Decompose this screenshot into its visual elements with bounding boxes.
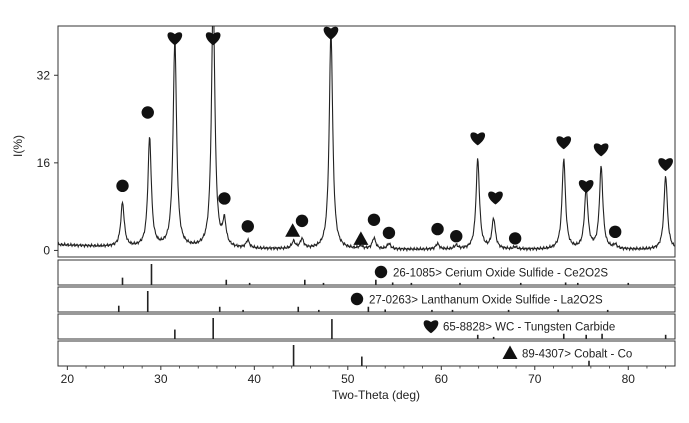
phase-marker-circle [383, 227, 395, 239]
x-tick-label: 30 [154, 372, 168, 386]
phase-marker-circle [509, 232, 521, 244]
x-tick-label: 70 [528, 372, 542, 386]
reference-label: 27-0263> Lanthanum Oxide Sulfide - La2O2… [369, 295, 603, 307]
phase-marker-triangle [353, 231, 368, 245]
phase-marker-heart [470, 132, 485, 145]
phase-marker-heart [594, 143, 609, 156]
diffraction-pattern-line [58, 0, 675, 250]
reference-strip: 89-4307> Cobalt - Co [58, 341, 675, 366]
phase-marker-circle [116, 180, 128, 192]
phase-marker-circle [218, 192, 230, 204]
phase-marker-circle [431, 223, 443, 235]
y-tick-label: 0 [43, 243, 50, 257]
phase-marker-heart [658, 158, 673, 171]
reference-symbol-circle [375, 266, 387, 278]
reference-strip: 27-0263> Lanthanum Oxide Sulfide - La2O2… [58, 287, 675, 312]
reference-strip: 26-1085> Cerium Oxide Sulfide - Ce2O2S [58, 260, 675, 285]
x-tick-label: 40 [248, 372, 262, 386]
phase-marker-heart [206, 32, 221, 45]
phase-marker-circle [296, 215, 308, 227]
reference-strip: 65-8828> WC - Tungsten Carbide [58, 314, 675, 339]
y-tick-label: 16 [37, 156, 51, 170]
phase-marker-circle [242, 220, 254, 232]
phase-marker-heart [168, 32, 183, 45]
phase-marker-heart [488, 192, 503, 205]
phase-marker-circle [368, 214, 380, 226]
phase-marker-heart [324, 27, 339, 40]
phase-marker-circle [450, 230, 462, 242]
reference-symbol-circle [351, 293, 363, 305]
phase-marker-heart [579, 180, 594, 193]
x-tick-label: 80 [622, 372, 636, 386]
phase-marker-circle [142, 106, 154, 118]
reference-strips: 26-1085> Cerium Oxide Sulfide - Ce2O2S 27… [58, 260, 675, 366]
diffraction-pattern-panel [58, 0, 675, 257]
phase-marker-heart [556, 136, 571, 149]
reference-label: 26-1085> Cerium Oxide Sulfide - Ce2O2S [393, 268, 608, 280]
y-axis-label: I(%) [11, 135, 25, 157]
x-axis-label: Two-Theta (deg) [332, 388, 420, 402]
reference-label: 89-4307> Cobalt - Co [522, 349, 632, 361]
phase-marker-circle [609, 226, 621, 238]
reference-label: 65-8828> WC - Tungsten Carbide [443, 322, 615, 334]
x-tick-label: 60 [435, 372, 449, 386]
x-tick-label: 20 [61, 372, 75, 386]
x-tick-label: 50 [341, 372, 355, 386]
y-tick-label: 32 [37, 68, 51, 82]
